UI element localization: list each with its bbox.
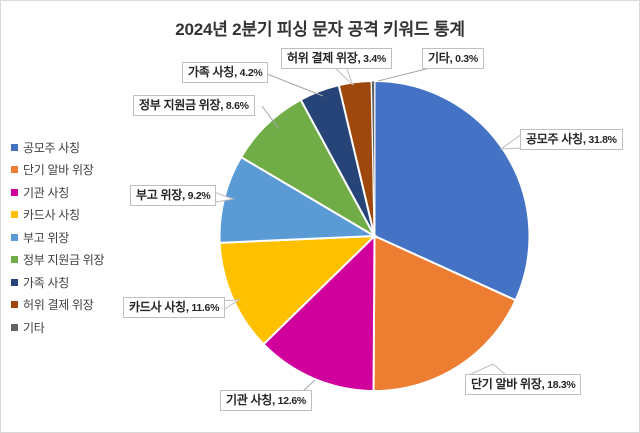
legend-label: 카드사 사칭: [23, 208, 80, 223]
pie-slice: [262, 233, 376, 393]
pie-slice: [239, 98, 378, 239]
legend-marker-icon: [11, 143, 18, 151]
data-label: 기관 사칭, 12.6%: [220, 390, 312, 412]
pie-slice: [371, 80, 375, 237]
data-label: 단기 알바 위장, 18.3%: [465, 374, 582, 396]
legend-item: 부고 위장: [11, 226, 104, 249]
legend-item: 정부 지원금 위장: [11, 249, 105, 272]
legend-marker-icon: [11, 256, 18, 264]
legend-marker-icon: [11, 278, 18, 286]
legend-item: 기관 사칭: [11, 181, 104, 204]
data-label-name: 단기 알바 위장: [471, 377, 542, 391]
leader-line: [266, 73, 324, 97]
legend-label: 단기 알바 위장: [23, 163, 94, 178]
legend-label: 공모주 사칭: [23, 140, 80, 155]
data-label: 허위 결제 위장, 3.4%: [281, 48, 392, 70]
data-label-value: 11.6%: [188, 302, 220, 314]
legend-item: 기타: [11, 316, 104, 339]
leader-line: [377, 66, 435, 82]
legend-label: 기관 사칭: [23, 185, 69, 200]
data-label-value: 8.6%: [223, 100, 249, 112]
legend-label: 허위 결제 위장: [23, 298, 94, 313]
legend-marker-icon: [11, 323, 18, 331]
legend-item: 허위 결제 위장: [11, 294, 104, 317]
data-label-name: 가족 사칭: [188, 65, 234, 79]
data-label-value: 0.3%: [452, 53, 478, 65]
data-label-name: 정부 지원금 위장: [139, 98, 221, 112]
chart-title: 2024년 2분기 피싱 문자 공격 키워드 통계: [175, 20, 465, 39]
data-label-value: 12.6%: [275, 395, 307, 407]
data-label-name: 허위 결제 위장: [287, 51, 358, 65]
data-label-name: 카드사 사칭: [129, 300, 186, 314]
data-label-name: 기관 사칭: [226, 393, 272, 407]
legend-item: 카드사 사칭: [11, 204, 104, 227]
legend-label: 부고 위장: [23, 230, 69, 245]
data-label-name: 공모주 사칭: [526, 132, 583, 146]
data-label: 정부 지원금 위장, 8.6%: [133, 95, 255, 117]
legend-marker-icon: [11, 166, 18, 174]
pie-slice: [372, 234, 517, 392]
pie-slice: [218, 234, 378, 346]
data-label-value: 4.2%: [237, 67, 263, 79]
data-label: 기타, 0.3%: [422, 48, 484, 70]
data-label-name: 부고 위장: [136, 188, 182, 202]
legend-item: 가족 사칭: [11, 271, 104, 294]
legend-marker-icon: [11, 301, 18, 309]
leader-line: [261, 105, 280, 130]
legend-label: 정부 지원금 위장: [23, 253, 105, 268]
legend-marker-icon: [11, 188, 18, 196]
legend-label: 기타: [23, 320, 45, 335]
legend-label: 가족 사칭: [23, 275, 69, 290]
legend-item: 공모주 사칭: [11, 136, 104, 159]
pie-slice: [373, 79, 531, 302]
data-label: 가족 사칭, 4.2%: [182, 62, 269, 84]
data-label-value: 18.3%: [544, 379, 576, 391]
data-label: 카드사 사칭, 11.6%: [123, 297, 226, 319]
legend-marker-icon: [11, 233, 18, 241]
data-label-value: 3.4%: [360, 53, 386, 65]
data-label: 부고 위장, 9.2%: [130, 185, 217, 207]
data-label-value: 9.2%: [185, 190, 211, 202]
data-label: 공모주 사칭, 31.8%: [520, 129, 623, 151]
data-label-value: 31.8%: [585, 134, 617, 146]
legend-marker-icon: [11, 211, 18, 219]
data-label-name: 기타: [428, 51, 450, 65]
legend-item: 단기 알바 위장: [11, 159, 104, 182]
callout-leader-tail: [499, 133, 523, 150]
